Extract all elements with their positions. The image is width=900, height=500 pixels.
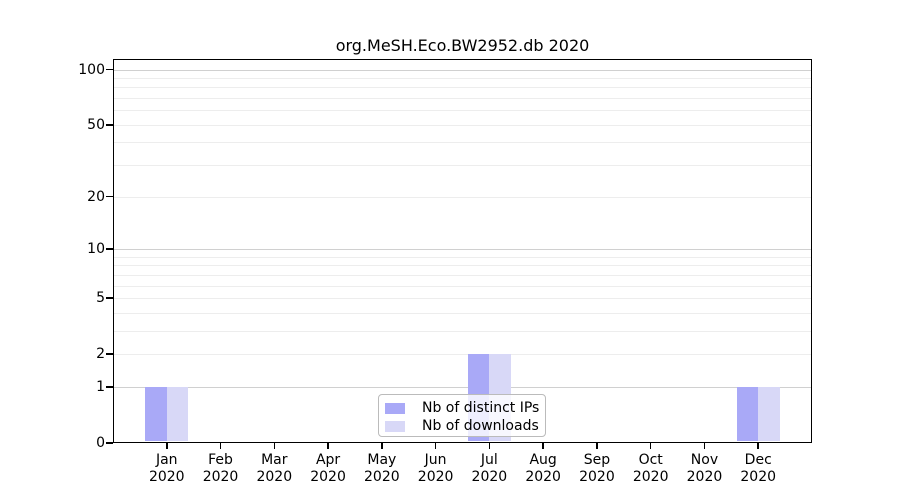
legend-swatch-distinct-ips: [385, 402, 405, 414]
y-axis-tick-label: 20: [87, 188, 105, 205]
y-axis-tick-label: 1: [96, 378, 105, 395]
minor-gridline: [114, 354, 811, 356]
x-axis-tick-label: Jul 2020: [471, 452, 508, 485]
bar-distinct-ips: [145, 386, 167, 442]
x-axis-tick: [596, 443, 598, 449]
y-axis-tick: [106, 297, 113, 299]
chart-title: org.MeSH.Eco.BW2952.db 2020: [335, 36, 590, 55]
minor-gridline: [114, 256, 811, 258]
x-axis-tick-label: Dec 2020: [740, 452, 777, 485]
legend-item-distinct-ips: Nb of distinct IPs: [385, 399, 540, 417]
x-axis-tick-label: Feb 2020: [202, 452, 239, 485]
legend: Nb of distinct IPs Nb of downloads: [378, 394, 546, 437]
y-axis-tick-label: 2: [96, 346, 105, 363]
y-axis-tick: [106, 442, 113, 444]
minor-gridline: [114, 98, 811, 100]
minor-gridline: [114, 77, 811, 79]
minor-gridline: [114, 297, 811, 299]
x-axis-tick: [488, 443, 491, 449]
minor-gridline: [114, 312, 811, 314]
minor-gridline: [114, 265, 811, 267]
major-gridline: [114, 386, 811, 388]
y-axis-tick: [106, 353, 113, 355]
x-axis-tick: [381, 443, 383, 449]
x-axis-tick: [703, 443, 706, 449]
minor-gridline: [114, 110, 811, 112]
x-axis-tick: [434, 443, 437, 449]
bar-downloads: [166, 386, 189, 442]
x-axis-tick: [649, 443, 652, 449]
x-axis-tick-label: Mar 2020: [256, 452, 293, 485]
legend-label-downloads: Nb of downloads: [422, 418, 539, 434]
y-axis-tick-label: 10: [87, 240, 105, 257]
y-axis-tick: [106, 124, 113, 126]
x-axis-tick-label: Sep 2020: [579, 452, 615, 485]
minor-gridline: [114, 330, 811, 332]
legend-label-distinct-ips: Nb of distinct IPs: [422, 400, 540, 416]
x-axis-tick-label: Aug 2020: [525, 452, 561, 485]
minor-gridline: [114, 124, 811, 126]
y-axis-tick: [106, 68, 113, 71]
x-axis-tick: [757, 443, 759, 449]
y-axis-tick-label: 5: [96, 289, 105, 306]
y-axis-tick-label: 50: [87, 116, 105, 133]
minor-gridline: [114, 165, 811, 167]
legend-swatch-downloads: [385, 420, 405, 432]
x-axis-tick: [273, 443, 276, 449]
x-axis-tick-label: Jun 2020: [417, 452, 454, 485]
x-axis-tick: [219, 443, 222, 449]
minor-gridline: [114, 87, 811, 89]
minor-gridline: [114, 142, 811, 144]
bar-downloads: [758, 386, 780, 442]
minor-gridline: [114, 196, 811, 198]
x-axis-tick: [327, 443, 329, 449]
y-axis-tick-label: 100: [78, 61, 105, 78]
x-axis-tick-label: Apr 2020: [310, 452, 346, 485]
y-axis-tick-label: 0: [96, 435, 105, 451]
major-gridline: [114, 69, 811, 71]
y-axis-tick: [106, 248, 113, 250]
y-axis-tick: [106, 195, 113, 198]
x-axis-tick: [542, 443, 544, 449]
minor-gridline: [114, 285, 811, 287]
legend-item-downloads: Nb of downloads: [385, 417, 539, 435]
x-axis-tick-label: Nov 2020: [686, 452, 723, 485]
x-axis-tick-label: Jan 2020: [148, 452, 185, 485]
minor-gridline: [114, 274, 811, 276]
major-gridline: [114, 248, 811, 250]
y-axis-tick: [106, 386, 113, 388]
x-axis-tick: [166, 443, 168, 449]
x-axis-tick-label: May 2020: [364, 452, 400, 485]
plot-frame: [113, 59, 812, 443]
bar-distinct-ips: [736, 386, 759, 442]
x-axis-tick-label: Oct 2020: [632, 452, 669, 485]
